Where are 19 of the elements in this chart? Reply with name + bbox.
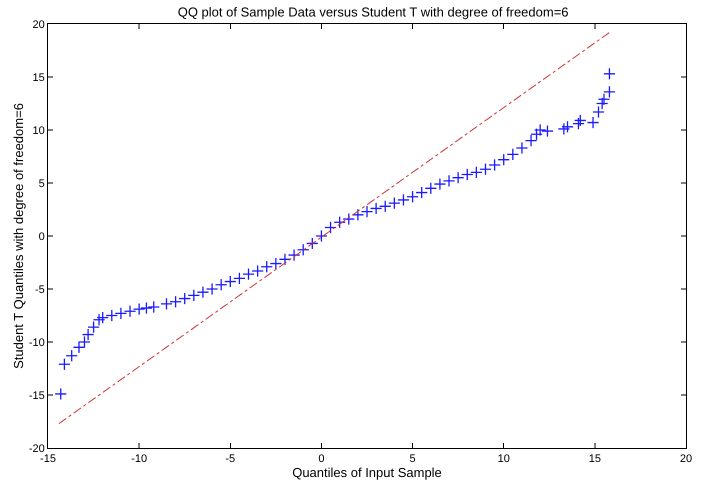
chart-title: QQ plot of Sample Data versus Student T with degree of freedom=6 bbox=[178, 4, 569, 20]
y-tick-label: 15 bbox=[32, 72, 45, 84]
y-tick-label: 20 bbox=[32, 18, 45, 31]
y-axis-title: Student T Quantiles with degree of freedom=6 bbox=[10, 103, 26, 369]
y-tick-label: 10 bbox=[32, 124, 45, 137]
x-tick-label: -10 bbox=[131, 453, 148, 466]
y-tick-label: -20 bbox=[28, 442, 45, 455]
x-tick-label: 20 bbox=[680, 453, 692, 466]
x-tick-label: -5 bbox=[225, 453, 236, 466]
x-tick-label: 0 bbox=[318, 453, 324, 466]
y-tick-label: -15 bbox=[28, 390, 45, 402]
x-tick-label: 5 bbox=[410, 453, 416, 466]
x-tick-label: 15 bbox=[588, 453, 601, 466]
x-axis-title: Quantiles of Input Sample bbox=[292, 465, 442, 480]
y-tick-label: 5 bbox=[38, 178, 45, 190]
x-tick-label: 10 bbox=[498, 453, 510, 466]
y-tick-label: 0 bbox=[38, 230, 45, 243]
y-tick-label: -5 bbox=[35, 284, 45, 296]
y-tick-label: -10 bbox=[28, 336, 45, 349]
